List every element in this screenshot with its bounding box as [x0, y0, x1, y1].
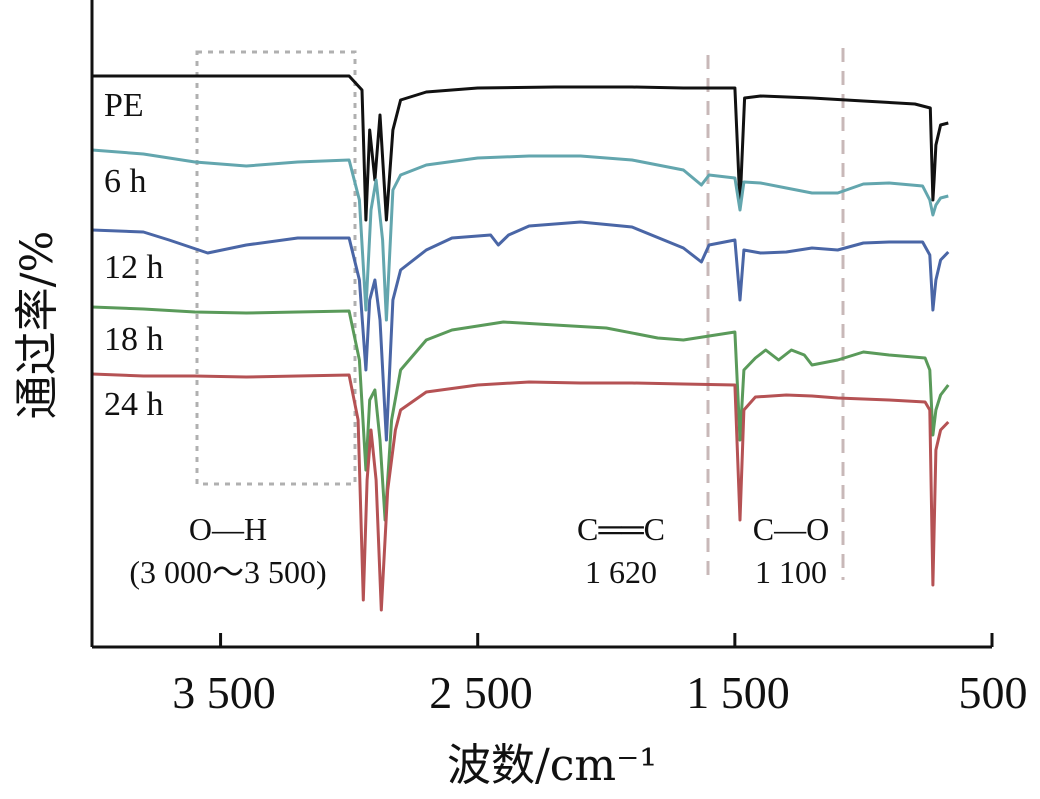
y-axis-title: 通过率/% [12, 231, 63, 420]
annotation-cc-label: C══C [577, 511, 665, 547]
x-tick-label-2500: 2 500 [429, 667, 533, 718]
annotation-oh-range: (3 000～3 500) [129, 554, 326, 590]
series-line-3 [91, 305, 950, 522]
x-ticks [219, 633, 994, 647]
series-label-6h: 6 h [104, 163, 147, 200]
annotation-cc-value: 1 620 [585, 554, 657, 590]
series-line-4 [91, 372, 950, 612]
annotation-oh-label: O—H [189, 511, 267, 547]
series-line-2 [91, 220, 950, 442]
oh-region-highlight-box [195, 50, 357, 486]
series-label-pe: PE [104, 87, 144, 124]
x-tick-label-1500: 1 500 [686, 667, 790, 718]
series-group [91, 74, 950, 612]
series-line-0 [92, 74, 949, 222]
series-line-1 [91, 148, 949, 322]
x-axis-title: 波数/cm⁻¹ [447, 740, 657, 791]
x-tick-label-3500: 3 500 [172, 667, 276, 718]
annotation-co-label: C—O [753, 511, 829, 547]
series-label-18h: 18 h [104, 321, 164, 358]
series-label-24h: 24 h [104, 386, 164, 423]
annotation-co-value: 1 100 [755, 554, 827, 590]
series-label-12h: 12 h [104, 249, 164, 286]
x-tick-label-500: 500 [959, 667, 1028, 718]
